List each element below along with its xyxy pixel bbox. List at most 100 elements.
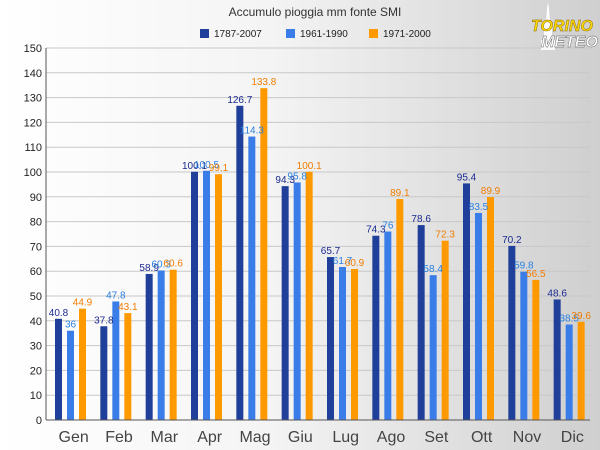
y-tick-label: 10 — [30, 390, 42, 402]
data-label: 133.8 — [251, 77, 276, 88]
data-label: 60.6 — [163, 259, 183, 270]
x-tick-label: Mar — [151, 429, 179, 446]
data-label: 58.9 — [139, 263, 159, 274]
bar — [553, 299, 561, 420]
bar — [145, 273, 153, 420]
legend-label: 1961-1990 — [300, 29, 348, 40]
bar — [169, 269, 177, 420]
x-tick-label: Ago — [377, 429, 406, 446]
data-label: 126.7 — [227, 95, 252, 106]
legend-swatch — [369, 29, 378, 38]
x-tick-label: Apr — [197, 429, 223, 446]
bar — [441, 240, 449, 420]
y-tick-label: 90 — [30, 192, 42, 204]
data-label: 83.5 — [469, 202, 489, 213]
bar — [372, 235, 380, 420]
y-tick-label: 100 — [24, 167, 42, 179]
bar — [215, 174, 222, 420]
data-label: 99.1 — [209, 163, 229, 174]
y-tick-label: 20 — [30, 365, 42, 377]
bar — [100, 326, 108, 420]
logo-line-2: METEO — [541, 34, 598, 51]
data-label: 72.3 — [435, 230, 455, 241]
data-label: 40.8 — [49, 308, 69, 319]
bar — [293, 182, 301, 420]
data-label: 78.6 — [411, 214, 431, 225]
data-label: 36 — [65, 320, 77, 331]
y-tick-label: 140 — [24, 68, 42, 80]
bars-layer — [55, 88, 585, 421]
axes-layer: 0 10 20 30 40 50 60 70 80 90 100 110 120 130 140 150 Gen… — [24, 43, 590, 446]
data-label: 76 — [382, 221, 394, 232]
chart-legend: 1787-2007 1961-1990 1971-2000 — [200, 29, 431, 40]
bar — [532, 279, 540, 420]
bar — [384, 231, 392, 420]
legend-label: 1971-2000 — [383, 29, 431, 40]
bar — [463, 183, 470, 420]
x-tick-label: Feb — [105, 429, 133, 446]
y-tick-label: 0 — [36, 415, 42, 427]
data-label: 100.5 — [194, 160, 219, 171]
bar — [396, 199, 404, 420]
bar — [351, 268, 358, 420]
data-labels-layer: 40.83644.937.847.843.158.960.360.6100.11… — [49, 77, 592, 331]
bar — [508, 245, 516, 420]
y-tick-label: 70 — [30, 241, 42, 253]
x-tick-label: Gen — [59, 429, 89, 446]
y-tick-label: 110 — [24, 142, 42, 154]
data-label: 89.9 — [481, 186, 501, 197]
y-tick-label: 150 — [24, 43, 42, 55]
bar — [203, 170, 210, 420]
bar — [417, 225, 425, 420]
bar — [339, 266, 346, 420]
bar — [475, 212, 482, 420]
data-label: 39.6 — [571, 311, 591, 322]
data-label: 58.4 — [423, 264, 443, 275]
data-label: 37.8 — [94, 315, 114, 326]
data-label: 100.1 — [182, 161, 207, 172]
bar — [327, 257, 334, 420]
bar — [248, 136, 256, 420]
bar — [281, 186, 289, 420]
bar — [236, 105, 244, 420]
bar — [487, 197, 494, 420]
data-label: 114.3 — [240, 126, 265, 137]
x-tick-label: Mag — [239, 429, 270, 446]
bar — [565, 324, 573, 420]
data-label: 38.5 — [559, 314, 579, 325]
y-tick-label: 30 — [30, 341, 42, 353]
data-label: 43.1 — [118, 302, 138, 313]
data-label: 94.3 — [275, 175, 295, 186]
chart-title: Accumulo pioggia mm fonte SMI — [229, 5, 402, 19]
legend-label: 1787-2007 — [214, 29, 262, 40]
data-label: 56.5 — [526, 269, 546, 280]
bar — [577, 321, 585, 420]
y-tick-label: 60 — [30, 266, 42, 278]
data-label: 60.9 — [345, 258, 365, 269]
data-label: 65.7 — [321, 246, 341, 257]
data-label: 70.2 — [502, 235, 522, 246]
x-tick-label: Dic — [561, 429, 584, 446]
data-label: 95.4 — [457, 172, 477, 183]
x-tick-label: Lug — [332, 429, 359, 446]
y-tick-label: 50 — [30, 291, 42, 303]
x-tick-label: Set — [424, 429, 449, 446]
legend-swatch — [200, 29, 209, 38]
y-tick-label: 130 — [24, 93, 42, 105]
torino-meteo-logo: TORINO METEO — [531, 2, 599, 51]
bar — [520, 271, 528, 420]
logo-line-1: TORINO — [531, 18, 593, 35]
data-label: 74.3 — [366, 225, 386, 236]
data-label: 89.1 — [390, 188, 410, 199]
data-label: 44.9 — [73, 298, 93, 309]
bar — [55, 318, 62, 420]
bar — [191, 171, 198, 420]
bar — [112, 301, 120, 420]
bar — [79, 308, 86, 420]
x-tick-label: Ott — [471, 429, 493, 446]
data-label: 60.3 — [151, 259, 171, 270]
mole-antonelliana-icon — [541, 2, 555, 50]
data-label: 47.8 — [106, 290, 126, 301]
